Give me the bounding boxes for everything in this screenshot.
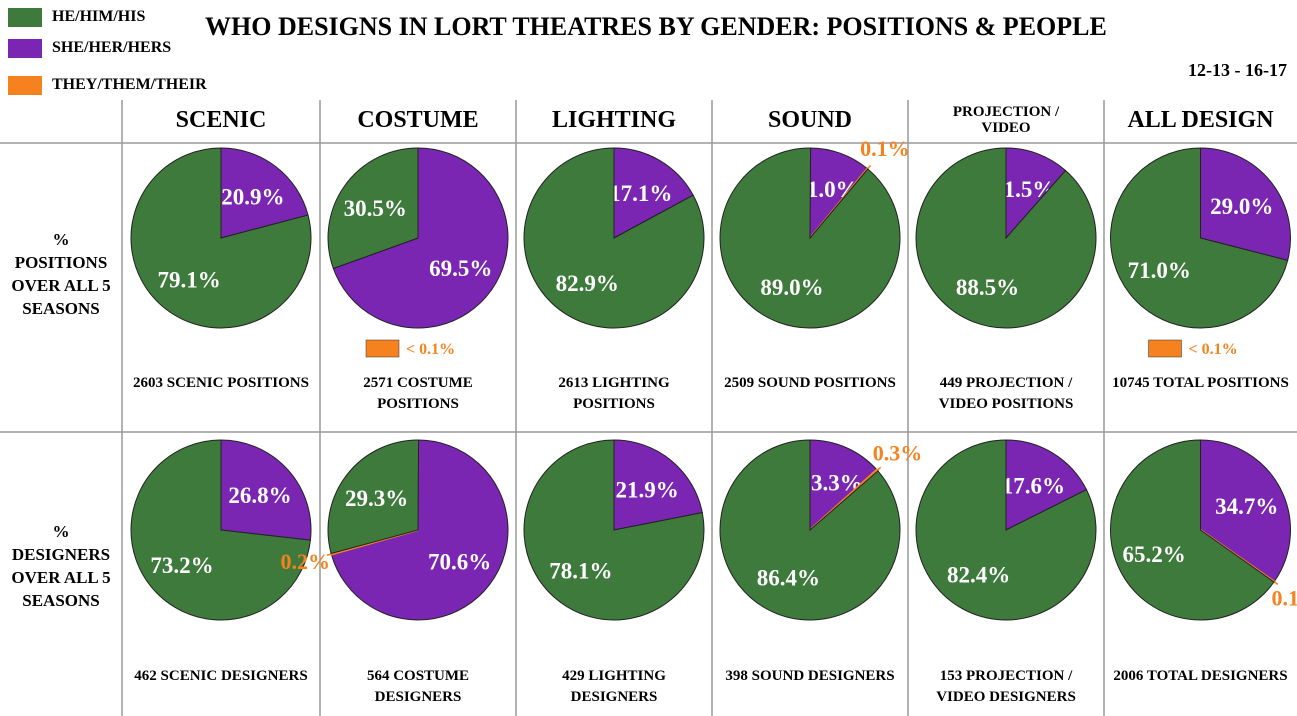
slice-label: 17.1% — [609, 181, 672, 206]
pie-slice — [220, 147, 309, 239]
slice-label: 78.1% — [549, 558, 612, 583]
pie-slice — [1005, 439, 1088, 531]
slice-label: 0.1% — [860, 136, 910, 161]
caption: 2509 SOUND POSITIONS — [724, 375, 896, 391]
slice-label: 82.4% — [947, 562, 1010, 587]
note-swatch — [1148, 339, 1182, 358]
legend-label: HE/HIM/HIS — [52, 8, 146, 25]
pie-slice — [1200, 147, 1291, 261]
pie-slice — [220, 439, 312, 541]
row-label: % POSITIONS OVER ALL 5 SEASONS — [11, 230, 111, 318]
slice-label: 71.0% — [1128, 258, 1191, 283]
column-header: ALL DESIGN — [1127, 107, 1274, 133]
caption: 462 SCENIC DESIGNERS — [134, 668, 308, 684]
pie-slice — [327, 147, 419, 270]
caption: 449 PROJECTION / VIDEO POSITIONS — [938, 375, 1074, 412]
slice-label: 82.9% — [556, 271, 619, 296]
slice-label: 0.1% — [1271, 585, 1297, 610]
caption: 564 COSTUME DESIGNERS — [366, 668, 470, 705]
caption: 2571 COSTUME POSITIONS — [363, 375, 473, 412]
slice-label: 34.7% — [1215, 494, 1278, 519]
slice-label: 29.3% — [345, 486, 408, 511]
pie-slice — [719, 439, 901, 621]
legend-swatch — [8, 39, 42, 58]
caption: 10745 TOTAL POSITIONS — [1112, 375, 1289, 391]
slice-label: 70.6% — [428, 549, 491, 574]
slice-label: 86.4% — [757, 566, 820, 591]
slice-label: 73.2% — [150, 553, 213, 578]
pie-slice — [1200, 439, 1292, 583]
slice-label: 89.0% — [760, 275, 823, 300]
pie-slice — [809, 439, 878, 532]
column-header: SCENIC — [175, 107, 267, 133]
leader-line — [873, 466, 882, 474]
row-label: % DESIGNERS OVER ALL 5 SEASONS — [11, 522, 111, 610]
slice-label: 21.9% — [616, 478, 679, 503]
title: WHO DESIGNS IN LORT THEATRES BY GENDER: … — [205, 12, 1107, 41]
leader-line — [326, 552, 336, 556]
caption: 429 LIGHTING DESIGNERS — [562, 668, 666, 705]
slice-label: 26.8% — [228, 483, 291, 508]
caption: 2613 LIGHTING POSITIONS — [558, 375, 670, 412]
pie-slice — [130, 439, 311, 621]
slice-label: 65.2% — [1123, 542, 1186, 567]
caption: 2603 SCENIC POSITIONS — [133, 375, 309, 391]
pie-slice — [327, 439, 420, 555]
pie-slice — [523, 147, 705, 329]
slice-label: 17.6% — [1002, 474, 1065, 499]
legend-label: THEY/THEM/THEIR — [52, 76, 207, 93]
column-header: LIGHTING — [551, 107, 677, 133]
slice-label: 88.5% — [956, 275, 1019, 300]
pie-slice — [915, 439, 1097, 621]
note: < 0.1% — [1189, 341, 1238, 358]
slice-label: 29.0% — [1210, 194, 1273, 219]
slice-label: 0.2% — [280, 549, 330, 574]
caption: 153 PROJECTION / VIDEO DESIGNERS — [936, 668, 1076, 705]
pie-slice — [719, 147, 901, 329]
note: < 0.1% — [406, 341, 455, 358]
pie-slice — [130, 147, 312, 329]
note-swatch — [365, 339, 400, 358]
column-header: SOUND — [767, 107, 852, 133]
pie-slice — [523, 439, 705, 621]
legend-swatch — [8, 8, 42, 27]
column-header: PROJECTION / VIDEO — [952, 104, 1060, 136]
slice-label: 20.9% — [221, 185, 284, 210]
column-header: COSTUME — [357, 107, 479, 133]
pie-slice — [1005, 147, 1067, 240]
slice-label: 30.5% — [344, 196, 407, 221]
legend-swatch — [8, 76, 42, 95]
legend-label: SHE/HER/HERS — [52, 39, 172, 56]
pie-slice — [1109, 147, 1289, 329]
pie-slice — [332, 147, 509, 329]
pie-slice — [613, 439, 703, 531]
date-range: 12-13 - 16-17 — [1188, 60, 1287, 80]
slice-label: 69.5% — [429, 256, 492, 281]
pie-slice — [613, 147, 694, 239]
slice-label: 0.3% — [873, 440, 923, 465]
caption: 398 SOUND DESIGNERS — [725, 668, 895, 684]
pie-slice — [1110, 439, 1275, 621]
pie-slice — [915, 147, 1097, 329]
caption: 2006 TOTAL DESIGNERS — [1113, 668, 1288, 684]
slice-label: 79.1% — [158, 267, 221, 292]
pie-slice — [330, 439, 509, 621]
